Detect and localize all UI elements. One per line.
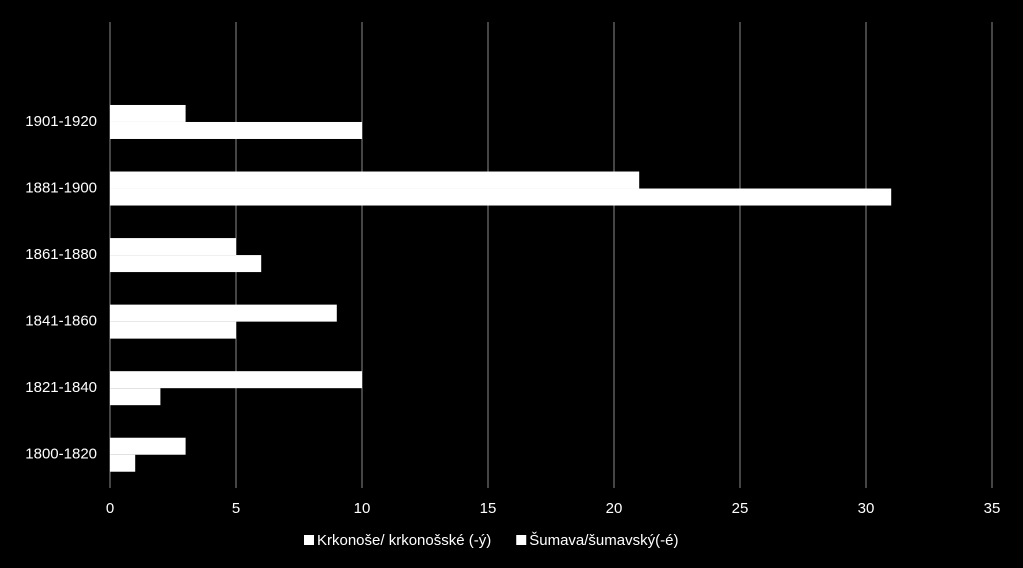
legend-label: Šumava/šumavský(-é) — [529, 532, 678, 549]
bar — [110, 104, 186, 122]
y-tick-label: 1861-1880 — [25, 246, 97, 263]
bar — [110, 437, 186, 455]
x-tick-label: 5 — [232, 500, 240, 517]
bar — [110, 238, 236, 256]
x-tick-label: 35 — [984, 500, 1001, 517]
y-tick-label: 1901-1920 — [25, 113, 97, 130]
y-tick-label: 1881-1900 — [25, 179, 97, 196]
bar — [110, 121, 362, 139]
x-tick-label: 20 — [606, 500, 623, 517]
x-tick-label: 30 — [858, 500, 875, 517]
bar — [110, 304, 337, 322]
x-tick-label: 15 — [480, 500, 497, 517]
y-tick-label: 1800-1820 — [25, 446, 97, 463]
bar — [110, 371, 362, 389]
bar — [110, 321, 236, 339]
bar — [110, 188, 892, 206]
bar — [110, 255, 262, 273]
x-tick-label: 25 — [732, 500, 749, 517]
x-tick-label: 0 — [106, 500, 114, 517]
bar — [110, 454, 136, 472]
legend-swatch — [516, 535, 527, 545]
bar — [110, 171, 640, 189]
bar — [110, 388, 161, 406]
y-tick-label: 1821-1840 — [25, 379, 97, 396]
legend-swatch — [304, 535, 314, 545]
x-tick-label: 10 — [354, 500, 371, 517]
legend-label: Krkonoše/ krkonošské (-ý) — [317, 532, 491, 549]
y-tick-label: 1841-1860 — [25, 313, 97, 330]
